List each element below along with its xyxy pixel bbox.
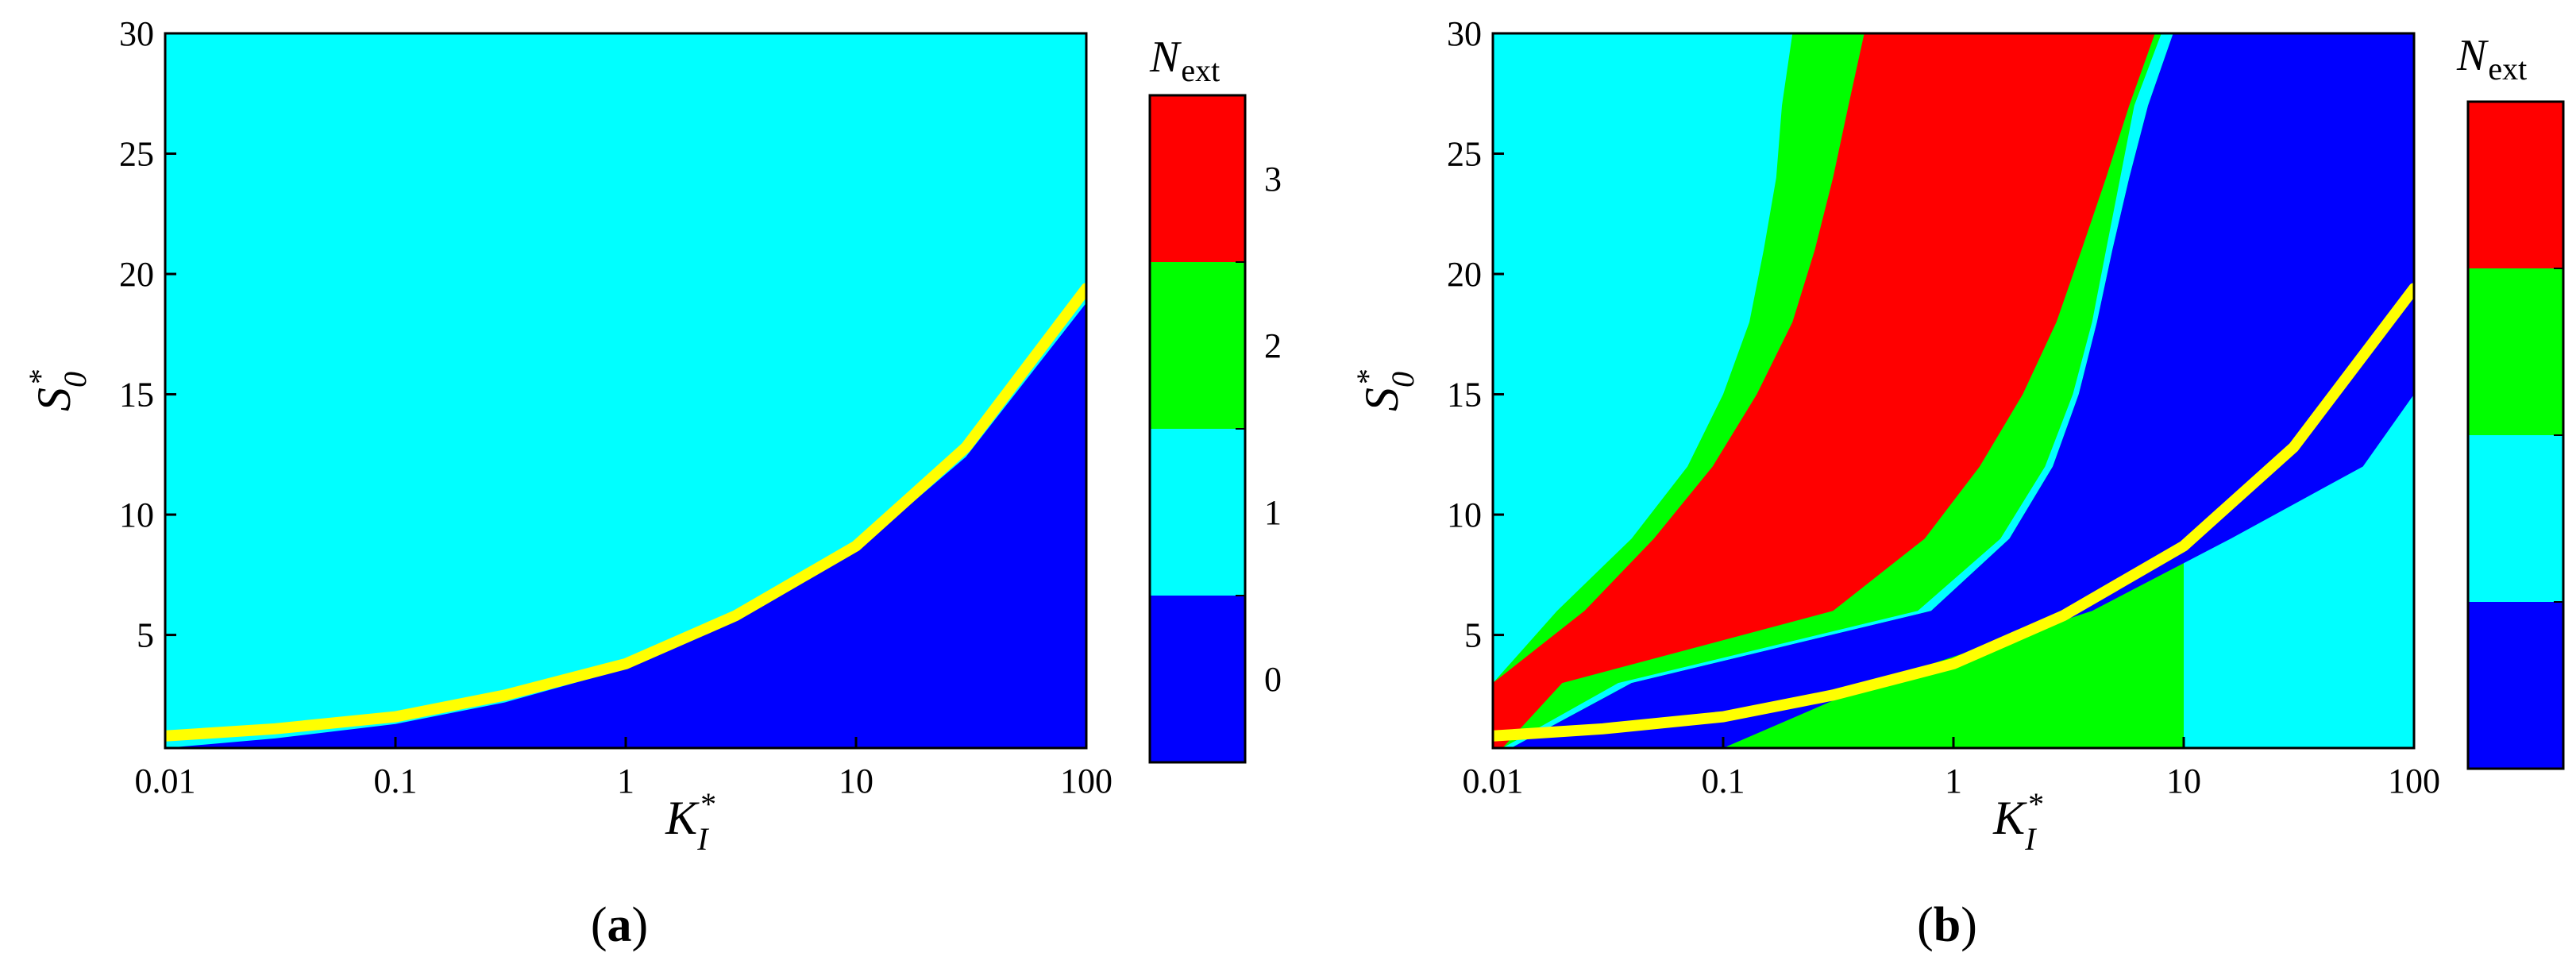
- colorbar-swatch-3: [1150, 95, 1245, 262]
- y-tick-label: 20: [1447, 255, 1482, 294]
- colorbar-swatch-2: [2468, 268, 2563, 435]
- y-tick-label: 30: [119, 14, 154, 53]
- colorbar-swatch-1: [1150, 429, 1245, 596]
- colorbar-swatch-3: [2468, 102, 2563, 268]
- region-level-0: [165, 303, 1086, 748]
- x-tick-label: 0.01: [135, 762, 196, 800]
- colorbar-label: 3: [1264, 160, 1282, 199]
- panel-label: (b): [1917, 898, 1977, 952]
- x-tick-label: 100: [2388, 762, 2440, 800]
- colorbar-frame: [2466, 100, 2565, 770]
- y-tick-label: 25: [1447, 135, 1482, 174]
- x-axis-label: K* I: [665, 786, 715, 857]
- region-level-3: [1493, 33, 2155, 748]
- colorbar-frame: [1148, 94, 1247, 764]
- x-tick-label: 0.1: [374, 762, 418, 800]
- y-tick-label: 15: [1447, 376, 1482, 415]
- y-axis-label: S*0: [22, 370, 93, 411]
- region-level-0: [1510, 33, 2414, 748]
- x-tick-label: 0.1: [1702, 762, 1745, 800]
- y-axis-label: S*0: [1350, 370, 1421, 411]
- y-tick-label: 10: [119, 496, 154, 534]
- colorbar-swatch-2: [1150, 262, 1245, 429]
- y-tick-label: 5: [137, 616, 154, 655]
- x-tick-label: 100: [1060, 762, 1113, 800]
- colorbar-label: 2: [1264, 326, 1282, 365]
- x-tick-label: 10: [2166, 762, 2201, 800]
- x-tick-label: 10: [839, 762, 873, 800]
- y-tick-label: 25: [119, 135, 154, 174]
- yellow-curve: [1493, 283, 2414, 742]
- colorbar-swatch-0: [1150, 596, 1245, 762]
- colorbar-title: Next: [2456, 31, 2527, 87]
- x-tick-label: 0.01: [1463, 762, 1524, 800]
- x-tick-label: 1: [617, 762, 634, 800]
- panel-label: (a): [591, 898, 648, 952]
- colorbar-swatch-0: [2468, 602, 2563, 769]
- y-tick-label: 15: [119, 376, 154, 415]
- colorbar: 0 1 2 3 Next: [1148, 33, 1282, 764]
- y-tick-label: 30: [1447, 14, 1482, 53]
- colorbar-title: Next: [1149, 33, 1220, 88]
- x-axis-label: K* I: [1992, 786, 2042, 857]
- yellow-curve: [165, 283, 1086, 742]
- plot-area: [1493, 33, 2414, 748]
- x-tick-label: 1: [1945, 762, 1962, 800]
- colorbar-label: 1: [1264, 493, 1282, 532]
- colorbar-label: 0: [1264, 660, 1282, 699]
- y-tick-label: 5: [1464, 616, 1482, 655]
- chart-panel-a: 0.01 0.1 1 10 100 5 10 15 20 25 30 K* I S*0 0 1 2 3 Next (a…: [22, 14, 1282, 952]
- y-tick-label: 10: [1447, 496, 1482, 534]
- plot-area: [165, 33, 1086, 748]
- colorbar-swatch-1: [2468, 435, 2563, 602]
- y-tick-label: 20: [119, 255, 154, 294]
